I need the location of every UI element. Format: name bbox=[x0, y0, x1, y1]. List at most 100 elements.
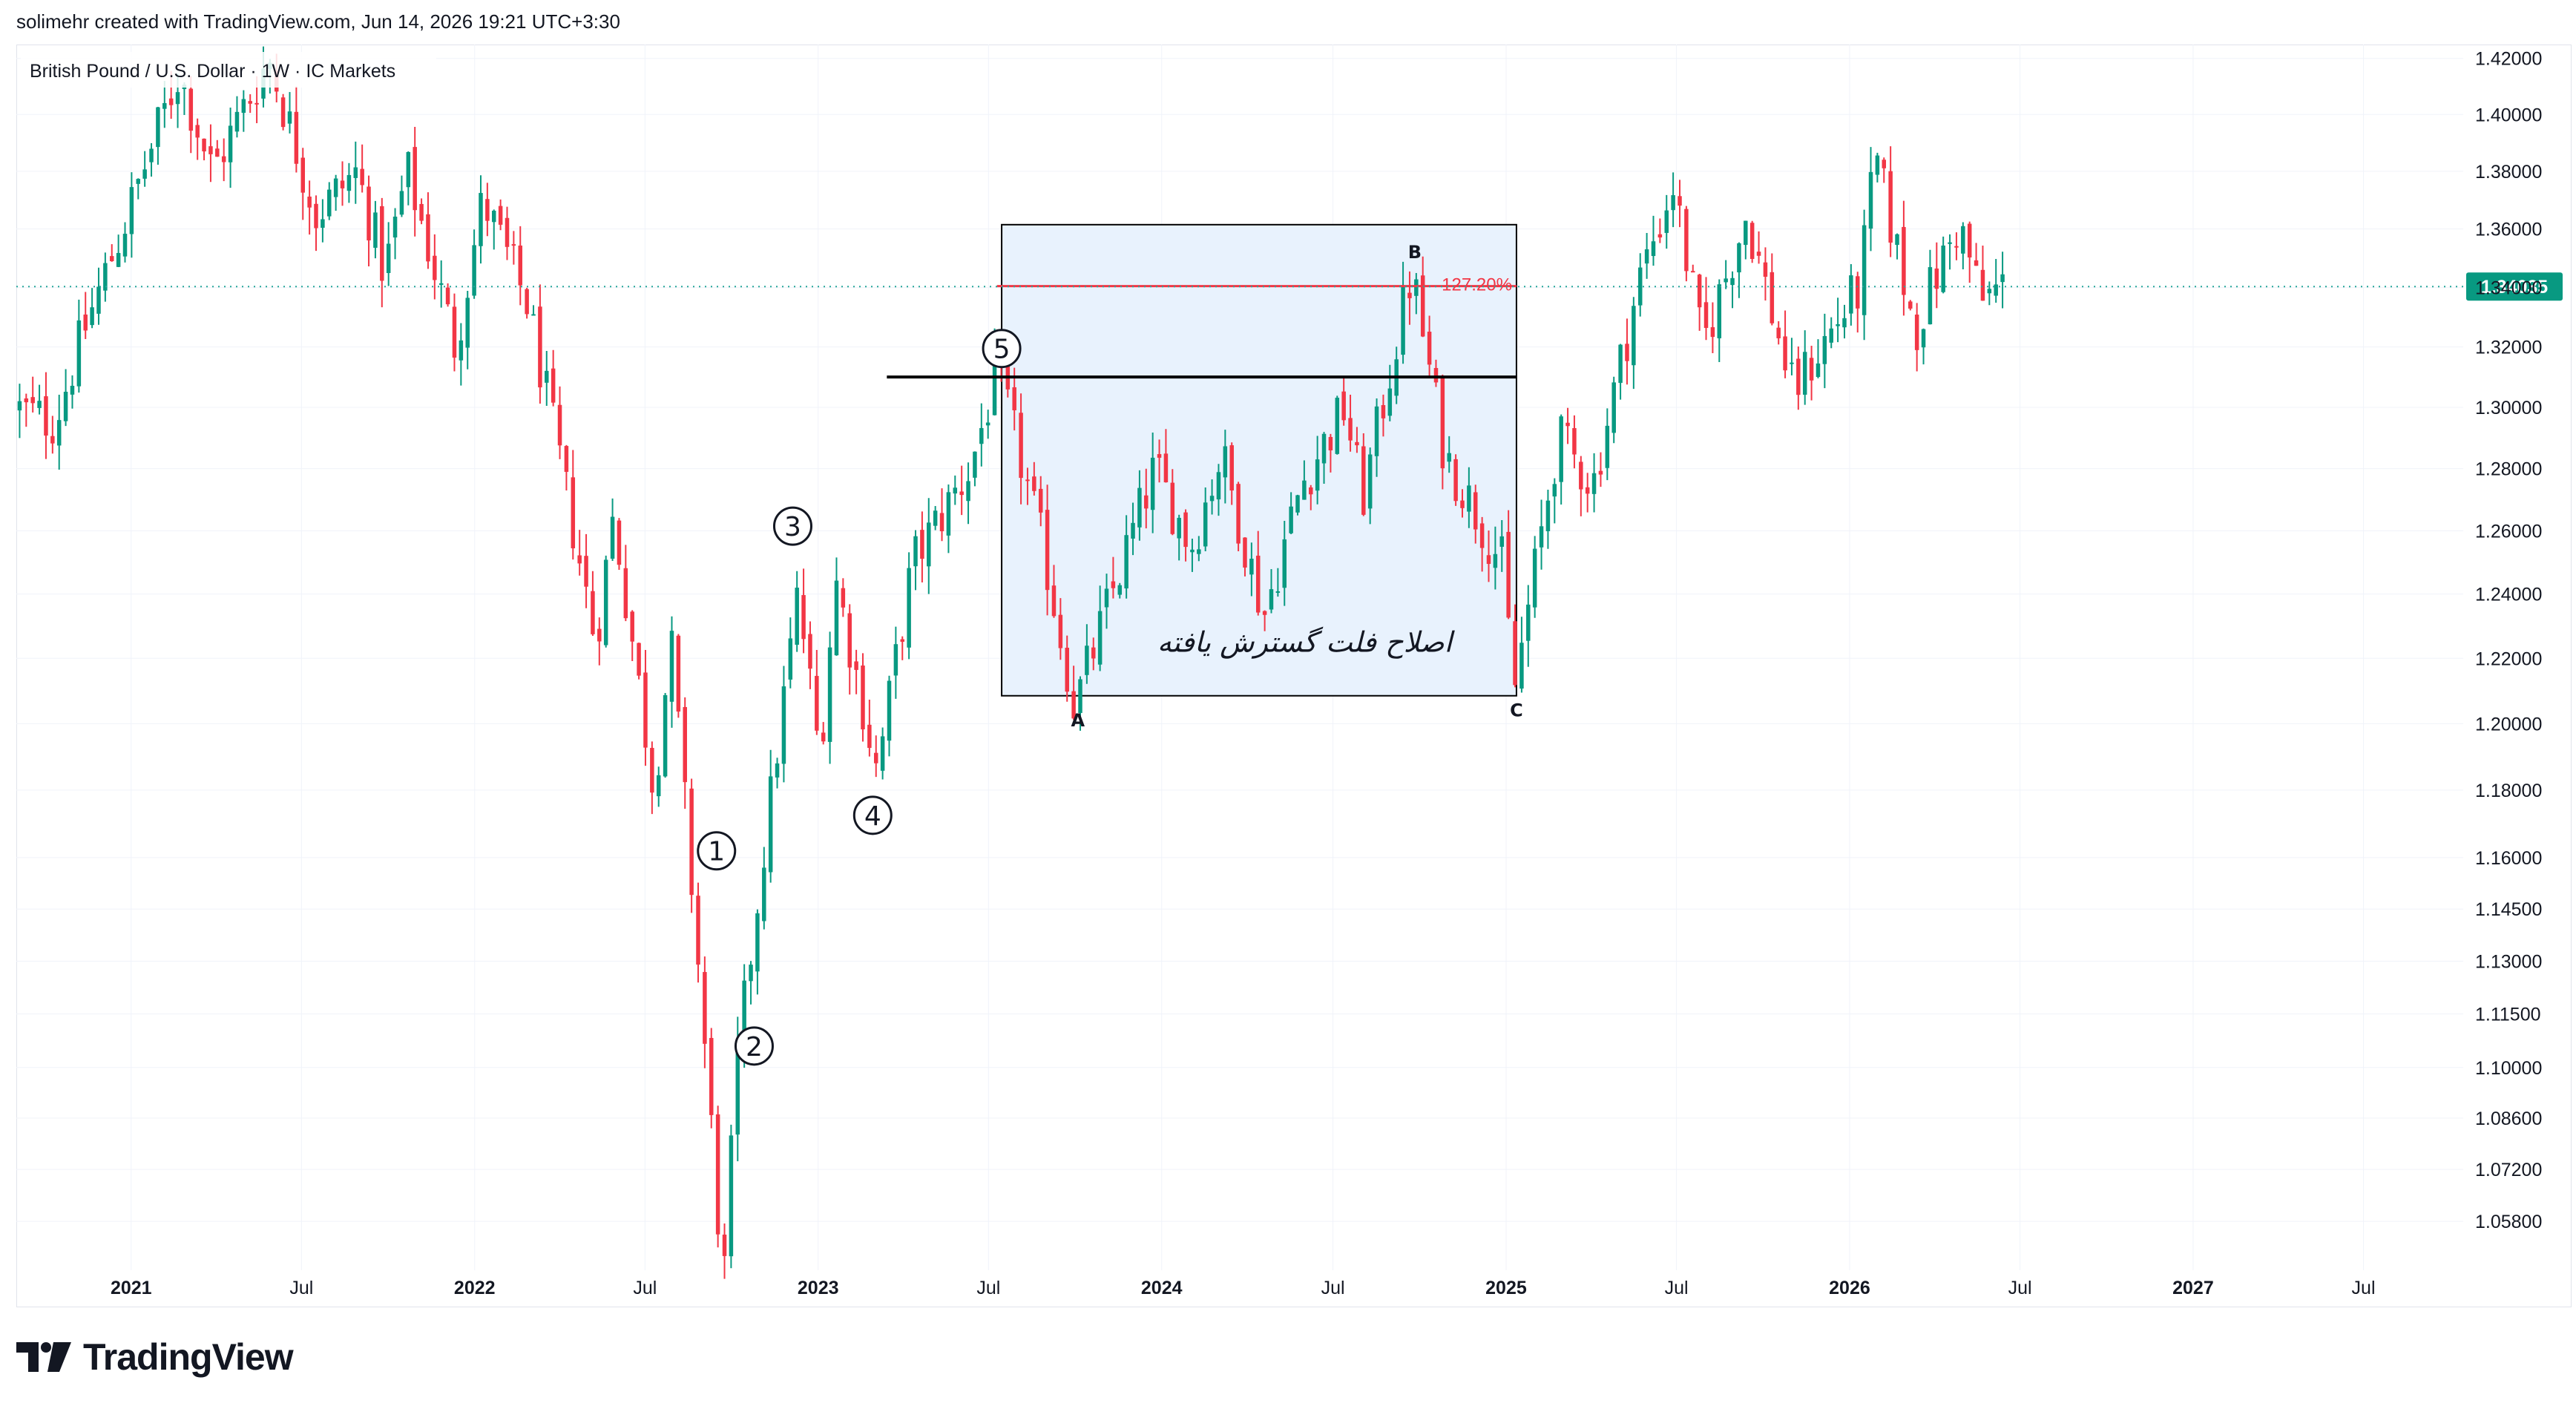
candle-body bbox=[37, 401, 42, 408]
candle-body bbox=[1664, 210, 1669, 233]
y-tick-label: 1.34000 bbox=[2475, 278, 2542, 299]
candle-body bbox=[1928, 267, 1933, 325]
candle-body bbox=[307, 196, 312, 208]
candle-body bbox=[406, 151, 411, 188]
candle-body bbox=[1882, 160, 1887, 168]
candle-body bbox=[433, 255, 437, 280]
candle-body bbox=[1862, 225, 1867, 315]
candle-body bbox=[1315, 459, 1320, 491]
candle-body bbox=[1131, 522, 1135, 539]
candle-body bbox=[689, 788, 694, 896]
candle-body bbox=[202, 138, 206, 152]
last-price-label: 1.34035 bbox=[2481, 277, 2548, 298]
candle-body bbox=[1348, 418, 1353, 441]
x-tick-label: Jul bbox=[289, 1278, 313, 1298]
candle-body bbox=[1809, 358, 1814, 381]
candle-body bbox=[1552, 484, 1557, 497]
candle-body bbox=[195, 125, 200, 138]
candle-body bbox=[1914, 315, 1919, 350]
candle-body bbox=[221, 156, 226, 162]
axis-layer: 1.05800 1.07200 1.08600 1.10000 1.11500 1.130… bbox=[111, 49, 2542, 1298]
candle-body bbox=[353, 167, 358, 178]
candle-body bbox=[1749, 223, 1755, 259]
candle-body bbox=[1479, 523, 1485, 548]
candle-body bbox=[1657, 234, 1663, 238]
candle-body bbox=[1902, 226, 1906, 295]
candle-body bbox=[465, 298, 470, 348]
candle-body bbox=[1111, 581, 1116, 588]
candle-body bbox=[1849, 275, 1853, 314]
candle-body bbox=[122, 234, 128, 257]
candle-body bbox=[96, 286, 101, 314]
tradingview-wordmark: TradingView bbox=[83, 1336, 294, 1378]
candle-body bbox=[933, 510, 938, 526]
candle-body bbox=[1790, 362, 1794, 364]
candle-body bbox=[1249, 559, 1254, 575]
candle-body bbox=[564, 446, 569, 472]
candle-body bbox=[156, 107, 160, 148]
candle-body bbox=[1763, 262, 1768, 277]
candle-body bbox=[1783, 336, 1787, 371]
candle-body bbox=[979, 427, 984, 444]
candle-body bbox=[1724, 278, 1728, 283]
candle-body bbox=[973, 451, 977, 478]
y-tick-label: 1.38000 bbox=[2475, 162, 2542, 183]
candle-body bbox=[1730, 277, 1735, 286]
candle-body bbox=[1032, 476, 1036, 491]
candle-body bbox=[1519, 643, 1524, 689]
candle-body bbox=[1967, 223, 1972, 257]
chart-pane[interactable] bbox=[16, 45, 2572, 1307]
x-tick-label: Jul bbox=[976, 1278, 1000, 1298]
candle-body bbox=[1816, 363, 1821, 378]
x-tick-label: 2024 bbox=[1141, 1278, 1183, 1298]
candle-body bbox=[927, 522, 931, 567]
candle-body bbox=[887, 680, 892, 741]
candle-body bbox=[709, 1037, 714, 1115]
candle-body bbox=[1611, 382, 1616, 433]
candle-body bbox=[735, 1042, 740, 1135]
candle-body bbox=[76, 320, 82, 387]
wave-3-label: 3 bbox=[784, 512, 801, 542]
candle-body bbox=[1078, 679, 1082, 713]
candle-body bbox=[445, 287, 450, 305]
x-tick-label: Jul bbox=[1665, 1278, 1689, 1298]
candle-body bbox=[1012, 387, 1016, 411]
candle-body bbox=[1513, 621, 1517, 686]
candle-body bbox=[162, 102, 167, 109]
candle-body bbox=[1671, 195, 1675, 211]
candle-body bbox=[873, 752, 878, 763]
candle-body bbox=[1177, 517, 1181, 539]
candle-body bbox=[149, 148, 154, 162]
candle-body bbox=[729, 1135, 734, 1257]
candle-body bbox=[1038, 488, 1043, 513]
candle-body bbox=[1697, 275, 1702, 308]
candle-body bbox=[1908, 301, 1913, 309]
candle-body bbox=[1948, 242, 1952, 244]
candle-body bbox=[1427, 332, 1432, 365]
y-tick-label: 1.20000 bbox=[2475, 714, 2542, 735]
candle-body bbox=[1381, 404, 1386, 418]
y-tick-label: 1.18000 bbox=[2475, 781, 2542, 801]
candle-body bbox=[775, 763, 780, 778]
candle-body bbox=[1539, 526, 1544, 548]
wave-A-label: A bbox=[1071, 710, 1085, 731]
candle-body bbox=[50, 436, 55, 444]
candle-body bbox=[1532, 548, 1537, 608]
candle-body bbox=[116, 252, 121, 267]
candle-body bbox=[1632, 306, 1636, 366]
candle-body bbox=[538, 306, 542, 388]
candle-body bbox=[742, 980, 746, 1048]
candle-body bbox=[531, 314, 536, 316]
candle-body bbox=[788, 638, 793, 680]
candle-body bbox=[696, 896, 700, 965]
candle-body bbox=[280, 97, 286, 128]
candle-body bbox=[1473, 492, 1478, 530]
wave-B-label: B bbox=[1408, 242, 1422, 263]
x-tick-label: 2027 bbox=[2172, 1278, 2214, 1298]
candle-body bbox=[1842, 318, 1847, 328]
candle-body bbox=[1289, 506, 1293, 533]
candle-body bbox=[643, 672, 648, 748]
candle-body bbox=[248, 101, 252, 104]
candle-body bbox=[623, 568, 628, 619]
